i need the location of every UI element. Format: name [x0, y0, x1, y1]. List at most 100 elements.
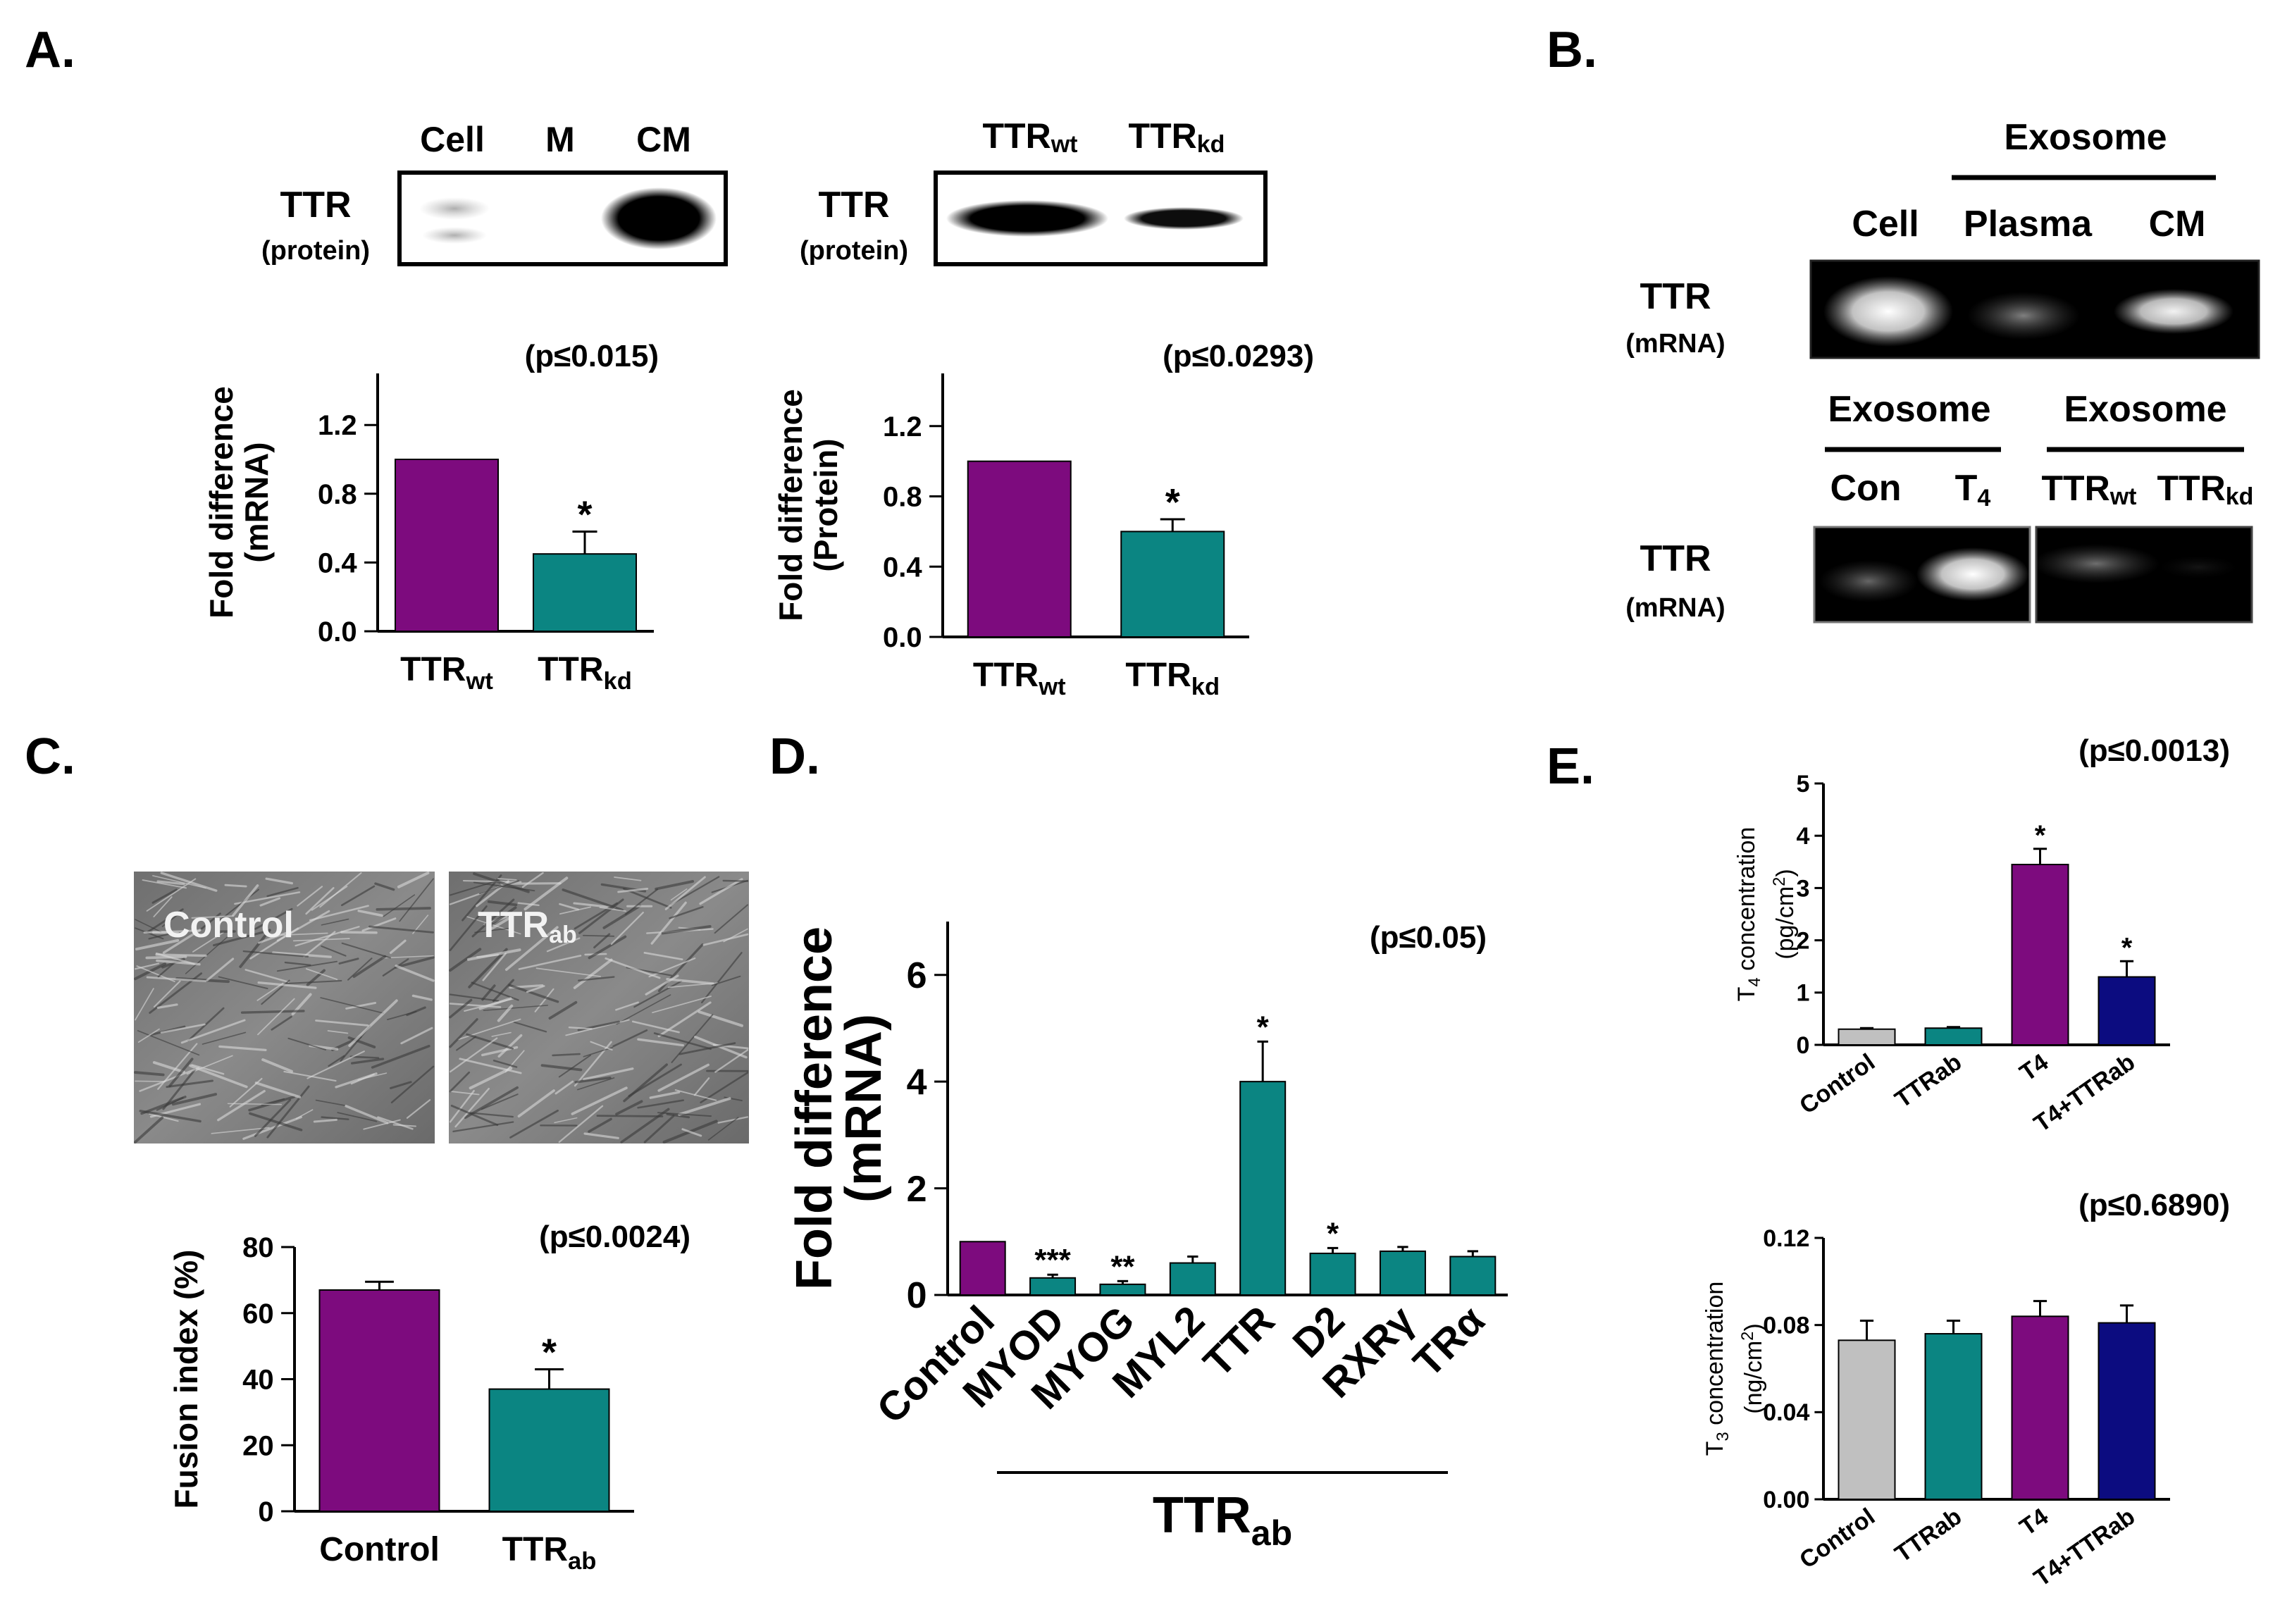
significance-marker: *: [577, 493, 592, 535]
bar: [2011, 864, 2069, 1046]
cell-fiber: [382, 955, 434, 959]
cell-fiber: [568, 1026, 593, 1030]
cell-fiber: [166, 1079, 214, 1089]
cell-fiber: [449, 948, 482, 972]
bar: [2011, 1315, 2069, 1501]
cell-fiber: [649, 1091, 681, 1099]
lane-label: M: [545, 120, 575, 159]
cell-fiber: [620, 1108, 670, 1143]
cell-fiber: [674, 1089, 717, 1101]
p-value-label: (p≤0.6890): [2078, 1188, 2230, 1222]
cell-fiber: [284, 961, 311, 966]
y-tick-label: 40: [242, 1365, 274, 1396]
cell-fiber: [707, 1117, 739, 1141]
cell-fiber: [242, 950, 309, 957]
cell-fiber: [614, 876, 642, 881]
cell-fiber: [466, 948, 521, 961]
bar: [1120, 531, 1225, 638]
p-value-label: (p≤0.015): [525, 339, 659, 373]
y-tick-label: 4: [1796, 823, 1809, 850]
cell-fiber: [295, 926, 360, 947]
cell-fiber: [224, 884, 247, 888]
cell-fiber: [242, 1116, 302, 1140]
gel-band: [1967, 292, 2080, 340]
cell-fiber: [137, 1030, 200, 1056]
cell-fiber: [161, 911, 182, 927]
cell-fiber: [558, 1054, 591, 1078]
cell-fiber: [576, 1077, 615, 1091]
cell-fiber: [287, 1037, 327, 1050]
cell-fiber: [156, 1096, 184, 1111]
cell-fiber: [340, 931, 378, 934]
cell-fiber: [449, 1018, 478, 1048]
lane-label: Cell: [420, 120, 485, 159]
cell-fiber: [700, 1072, 749, 1103]
cell-fiber: [459, 1058, 522, 1074]
bar: [1029, 1277, 1077, 1296]
cell-fiber: [146, 976, 207, 982]
cell-fiber: [347, 957, 373, 981]
blot-band: [1124, 207, 1244, 230]
cell-fiber: [509, 1109, 559, 1139]
panel-label-a: A.: [25, 22, 75, 78]
cell-fiber: [702, 933, 749, 946]
y-tick-label: 3: [1796, 875, 1809, 902]
cell-fiber: [328, 1055, 345, 1067]
cell-fiber: [285, 980, 342, 985]
cell-fiber: [473, 872, 530, 893]
cell-fiber: [657, 1063, 710, 1092]
cell-fiber: [504, 926, 559, 972]
exosome-header: Exosome: [2064, 389, 2226, 430]
micrograph-label: Control: [163, 905, 294, 946]
cell-fiber: [670, 888, 688, 901]
cell-fiber: [134, 1116, 164, 1143]
p-value-label: (p≤0.0293): [1163, 339, 1314, 373]
y-tick-label: 60: [242, 1298, 274, 1329]
cell-fiber: [535, 967, 601, 977]
cell-fiber: [669, 905, 704, 919]
cell-fiber: [559, 903, 579, 911]
cell-fiber: [145, 955, 187, 960]
blot-row-label: TTR: [280, 185, 351, 225]
cell-fiber: [153, 896, 173, 917]
bar: [1449, 1256, 1497, 1296]
cell-fiber: [492, 979, 514, 1003]
cell-fiber: [693, 1036, 748, 1059]
y-axis-label: Fold difference: [203, 386, 240, 619]
cell-fiber: [338, 957, 359, 965]
cell-fiber: [449, 998, 473, 1019]
cell-fiber: [134, 962, 160, 970]
cell-fiber: [655, 880, 694, 891]
significance-marker: *: [542, 1331, 557, 1373]
cell-fiber: [481, 984, 496, 1001]
gel-band: [2114, 289, 2233, 334]
cell-fiber: [449, 1037, 498, 1073]
chart-a2-protein: 0.0 0.4 0.8 1.2 * TTRwt TTRkd (p≤0.0293) Fold di…: [772, 339, 1314, 700]
cell-fiber: [450, 1104, 499, 1127]
cell-fiber: [534, 988, 554, 1012]
gel-band: [1819, 560, 1918, 602]
cell-fiber: [151, 888, 178, 904]
blot-row-label: TTR: [818, 185, 889, 225]
cell-fiber: [469, 1067, 513, 1090]
cell-fiber: [256, 982, 284, 1001]
cell-fiber: [320, 997, 385, 1014]
cell-fiber: [327, 1030, 349, 1034]
cell-fiber: [259, 897, 281, 907]
p-value-label: (p≤0.0013): [2078, 733, 2230, 768]
cell-fiber: [711, 975, 741, 986]
x-tick-label: TRα: [1405, 1297, 1494, 1386]
cell-fiber: [546, 937, 581, 953]
cell-fiber: [583, 1132, 619, 1139]
gel-band: [2160, 556, 2237, 578]
cell-fiber: [548, 1000, 578, 1020]
cell-fiber: [283, 1070, 337, 1082]
cell-fiber: [623, 1063, 668, 1103]
bar: [1838, 1028, 1896, 1046]
blot-band: [419, 197, 490, 220]
x-tick-label: TTRwt: [400, 651, 493, 695]
cell-fiber: [309, 905, 369, 922]
cell-fiber: [160, 1023, 206, 1034]
cell-fiber: [661, 924, 712, 935]
